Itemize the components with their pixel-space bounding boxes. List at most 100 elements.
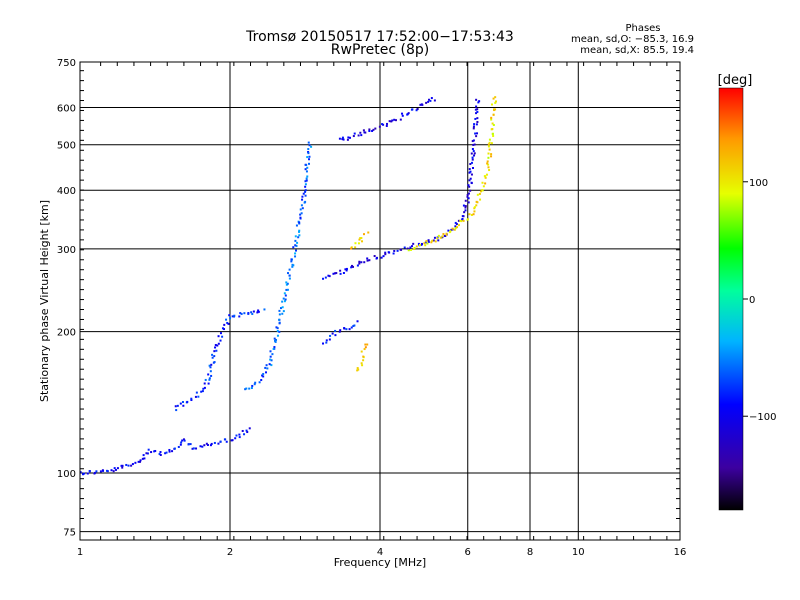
data-point bbox=[437, 239, 440, 242]
data-point bbox=[329, 334, 332, 337]
data-point bbox=[261, 374, 264, 377]
data-point bbox=[231, 439, 234, 442]
data-point bbox=[223, 328, 226, 331]
data-point bbox=[325, 341, 328, 344]
data-point bbox=[382, 123, 385, 126]
data-point bbox=[214, 346, 217, 349]
data-point bbox=[353, 324, 356, 327]
x-tick-label: 10 bbox=[572, 547, 585, 558]
data-point bbox=[421, 103, 424, 106]
data-point bbox=[347, 136, 350, 139]
data-point bbox=[197, 395, 200, 398]
data-point bbox=[480, 190, 483, 193]
data-point bbox=[352, 265, 355, 268]
data-point bbox=[82, 473, 85, 476]
data-point bbox=[294, 235, 297, 238]
data-point bbox=[307, 141, 310, 144]
data-point bbox=[382, 255, 385, 258]
data-point bbox=[158, 452, 161, 455]
data-point bbox=[429, 99, 432, 102]
y-tick-label: 600 bbox=[57, 104, 76, 115]
data-point bbox=[294, 252, 297, 255]
data-point bbox=[453, 228, 456, 231]
data-point bbox=[423, 242, 426, 245]
data-point bbox=[368, 128, 371, 131]
data-point bbox=[251, 313, 254, 316]
data-point bbox=[358, 262, 361, 265]
data-point bbox=[360, 134, 363, 137]
data-point bbox=[203, 386, 206, 389]
data-point bbox=[325, 339, 328, 342]
data-point bbox=[488, 148, 491, 151]
data-point bbox=[304, 168, 307, 171]
data-point bbox=[476, 193, 479, 196]
data-point bbox=[278, 330, 281, 333]
data-point bbox=[208, 364, 211, 367]
data-point bbox=[282, 310, 285, 313]
data-point bbox=[256, 311, 259, 314]
data-point bbox=[359, 131, 362, 134]
data-point bbox=[189, 443, 192, 446]
data-point bbox=[283, 292, 286, 295]
data-point bbox=[305, 170, 308, 173]
data-point bbox=[110, 469, 113, 472]
data-point bbox=[201, 390, 204, 393]
data-point bbox=[99, 470, 102, 473]
data-point bbox=[150, 451, 153, 454]
data-point bbox=[243, 312, 246, 315]
chart-subtitle: RwPretec (8p) bbox=[331, 42, 429, 58]
x-tick-label: 16 bbox=[674, 547, 687, 558]
data-point bbox=[471, 147, 474, 150]
data-point bbox=[208, 377, 211, 380]
data-point bbox=[153, 450, 156, 453]
data-point bbox=[244, 388, 247, 391]
data-point bbox=[250, 311, 253, 314]
data-point bbox=[426, 242, 429, 245]
data-point bbox=[125, 463, 128, 466]
data-point bbox=[176, 404, 179, 407]
data-point bbox=[467, 201, 470, 204]
data-point bbox=[473, 210, 476, 213]
data-point bbox=[424, 241, 427, 244]
y-tick-label: 400 bbox=[57, 186, 76, 197]
data-point bbox=[488, 141, 491, 144]
data-point bbox=[201, 445, 204, 448]
data-point bbox=[470, 213, 473, 216]
data-point bbox=[386, 122, 389, 125]
data-point bbox=[339, 269, 342, 272]
data-point bbox=[409, 246, 412, 249]
data-point bbox=[487, 152, 490, 155]
data-point bbox=[427, 239, 430, 242]
data-point bbox=[479, 198, 482, 201]
data-point bbox=[478, 192, 481, 195]
data-point bbox=[494, 101, 497, 104]
data-point bbox=[141, 457, 144, 460]
data-point bbox=[200, 390, 203, 393]
data-point bbox=[460, 220, 463, 223]
colorbar-label: [deg] bbox=[718, 73, 753, 88]
data-point bbox=[490, 118, 493, 121]
data-point bbox=[471, 156, 474, 159]
phase-stats-o: mean, sd,O: −85.3, 16.9 bbox=[571, 34, 694, 45]
data-point bbox=[207, 382, 210, 385]
data-point bbox=[439, 236, 442, 239]
data-point bbox=[114, 468, 117, 471]
data-point bbox=[165, 451, 168, 454]
data-point bbox=[210, 374, 213, 377]
data-point bbox=[371, 129, 374, 132]
data-point bbox=[284, 298, 287, 301]
data-point bbox=[211, 356, 214, 359]
data-point bbox=[455, 223, 458, 226]
data-point bbox=[275, 338, 278, 341]
data-point bbox=[217, 335, 220, 338]
data-point bbox=[266, 367, 269, 370]
data-point bbox=[192, 447, 195, 450]
data-point bbox=[341, 138, 344, 141]
data-point bbox=[214, 343, 217, 346]
data-point bbox=[466, 193, 469, 196]
data-point bbox=[487, 145, 490, 148]
data-point bbox=[477, 101, 480, 104]
data-point bbox=[484, 176, 487, 179]
data-point bbox=[227, 322, 230, 325]
data-point bbox=[475, 135, 478, 138]
